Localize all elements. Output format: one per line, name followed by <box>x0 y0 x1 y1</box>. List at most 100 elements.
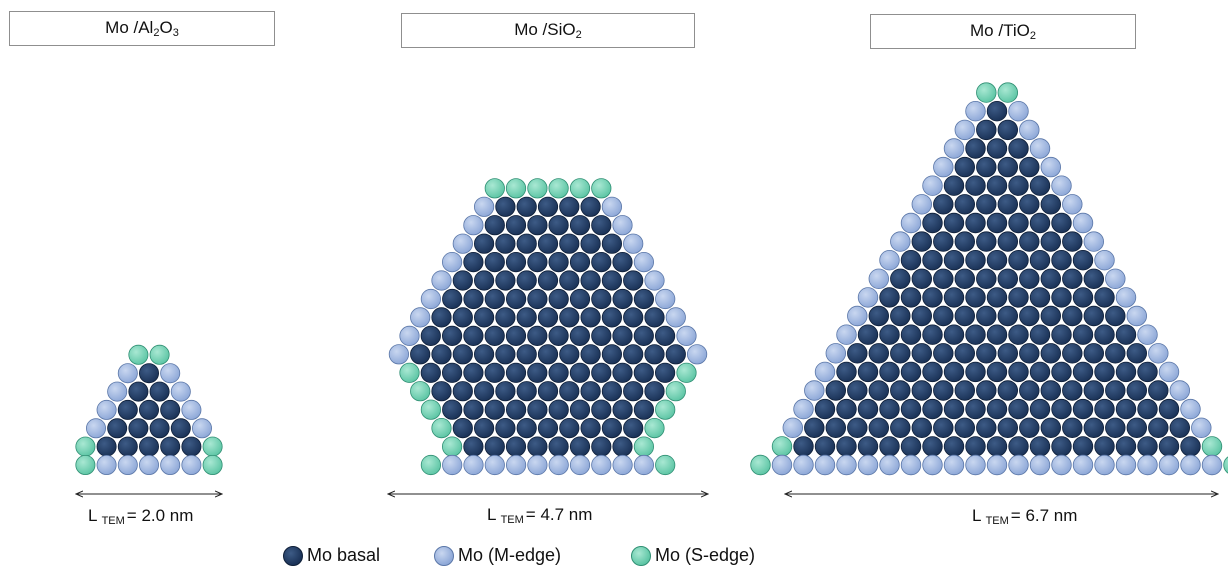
basal-atom <box>1072 287 1094 308</box>
basal-atom <box>868 343 890 364</box>
basal-atom <box>548 362 569 383</box>
s-edge-atom <box>1223 456 1228 474</box>
basal-atom <box>633 288 655 310</box>
s-edge-atom <box>484 178 505 199</box>
m-edge-atom <box>399 325 420 346</box>
m-edge-atom <box>868 268 890 290</box>
m-edge-atom <box>943 454 965 476</box>
m-edge-atom <box>890 231 911 252</box>
m-edge-atom <box>836 324 857 345</box>
basal-atom <box>612 399 633 420</box>
basal-atom <box>879 287 900 308</box>
m-edge-atom <box>1051 175 1072 196</box>
m-edge-atom <box>814 361 836 383</box>
basal-atom <box>495 344 516 365</box>
basal-atom <box>633 362 654 383</box>
basal-atom <box>1083 380 1105 401</box>
m-edge-atom <box>463 454 484 476</box>
m-edge-atom <box>181 454 202 475</box>
m-edge-atom <box>548 454 569 476</box>
basal-atom <box>463 288 484 310</box>
basal-atom <box>965 361 986 383</box>
basal-atom <box>473 381 495 402</box>
m-edge-atom <box>505 454 527 476</box>
basal-atom <box>1029 361 1051 383</box>
basal-atom <box>160 436 181 457</box>
basal-atom <box>997 268 1019 290</box>
basal-atom <box>591 399 612 420</box>
m-edge-atom <box>1105 268 1126 290</box>
s-edge-atom <box>75 454 96 475</box>
basal-atom <box>601 307 623 328</box>
s-edge-atom <box>527 178 548 199</box>
basal-atom <box>623 270 644 291</box>
basal-atom <box>922 212 943 234</box>
basal-atom <box>505 215 527 236</box>
basal-atom <box>954 305 976 327</box>
m-edge-atom <box>771 454 793 476</box>
basal-atom <box>868 380 890 401</box>
basal-atom <box>431 381 452 402</box>
basal-atom <box>1115 436 1137 457</box>
legend-item-m-edge: Mo (M-edge) <box>434 545 561 566</box>
basal-atom <box>1062 380 1083 401</box>
basal-atom <box>484 252 505 273</box>
basal-atom <box>986 138 1008 159</box>
basal-atom <box>814 398 836 420</box>
s-edge-atom <box>202 436 223 457</box>
basal-atom <box>1083 343 1105 364</box>
basal-atom <box>879 398 900 420</box>
basal-atom <box>548 288 569 310</box>
basal-atom <box>505 325 527 346</box>
m-edge-atom <box>847 305 868 327</box>
basal-atom <box>986 324 1008 345</box>
m-edge-atom <box>160 363 181 384</box>
basal-atom <box>601 417 623 439</box>
basal-atom <box>814 436 836 457</box>
basal-atom <box>933 231 954 252</box>
basal-atom <box>976 343 997 364</box>
basal-atom <box>580 196 601 217</box>
basal-atom <box>1115 398 1137 420</box>
basal-atom-icon <box>283 545 303 566</box>
s-edge-atom <box>591 178 612 199</box>
basal-atom <box>879 324 900 345</box>
basal-atom <box>1094 398 1115 420</box>
m-edge-atom <box>911 194 933 215</box>
m-edge-atom <box>814 454 836 476</box>
basal-atom <box>160 399 181 420</box>
basal-atom <box>505 436 527 457</box>
basal-atom <box>1040 380 1062 401</box>
basal-atom <box>452 417 473 439</box>
m-edge-atom <box>793 454 814 476</box>
basal-atom <box>911 305 933 327</box>
basal-atom <box>900 324 922 345</box>
basal-atom <box>954 380 976 401</box>
basal-atom <box>580 344 601 365</box>
m-edge-atom <box>117 454 138 475</box>
basal-atom <box>601 381 623 402</box>
m-edge-atom <box>441 252 463 273</box>
basal-atom <box>516 307 537 328</box>
basal-atom <box>997 305 1019 327</box>
length-label-tio2: L TEM = 6.7 nm <box>972 506 1078 527</box>
basal-atom <box>1062 305 1083 327</box>
s-edge-atom <box>420 399 441 420</box>
basal-atom <box>997 380 1019 401</box>
m-edge-atom <box>1158 361 1180 383</box>
basal-atom <box>997 343 1019 364</box>
basal-atom <box>1169 417 1191 439</box>
basal-atom <box>633 325 654 346</box>
basal-atom <box>900 361 922 383</box>
basal-atom <box>922 398 943 420</box>
m-edge-atom <box>107 381 128 402</box>
basal-atom <box>1094 324 1115 345</box>
m-edge-atom <box>676 325 697 346</box>
basal-atom <box>612 362 633 383</box>
m-edge-atom <box>879 250 900 271</box>
basal-atom <box>484 436 505 457</box>
basal-atom <box>1105 343 1126 364</box>
m-edge-atom <box>900 454 922 476</box>
basal-atom <box>1040 194 1062 215</box>
basal-atom <box>1008 361 1029 383</box>
